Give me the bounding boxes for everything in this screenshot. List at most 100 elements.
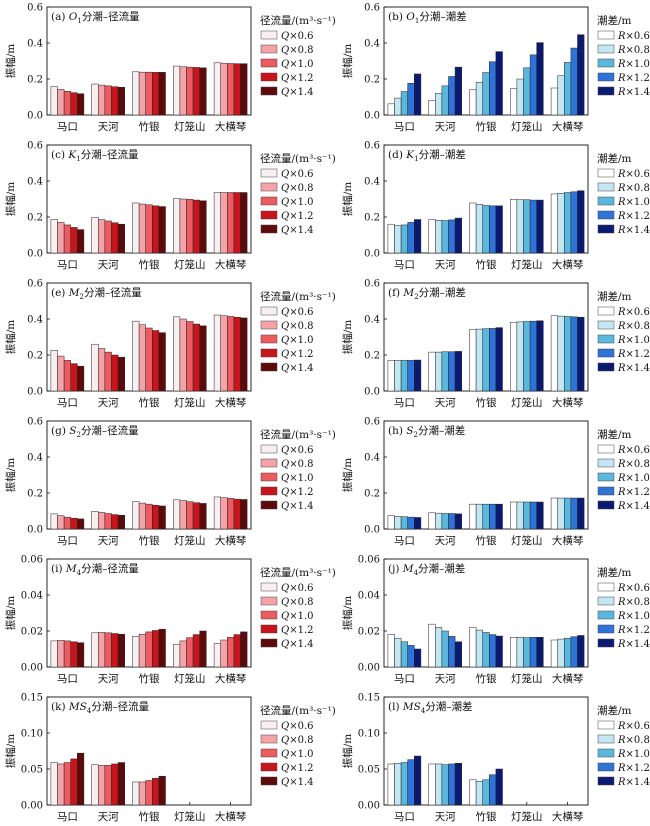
legend-prefix: R× <box>617 211 634 222</box>
bar <box>152 630 160 668</box>
legend-value: 0.8 <box>634 597 650 608</box>
bar <box>428 351 436 392</box>
x-tick-label: 灯笼山 <box>174 534 206 547</box>
y-tick-label: 0.4 <box>27 39 43 50</box>
bar <box>495 503 503 530</box>
y-tick-label: 0.15 <box>358 693 380 704</box>
title-symbol: M <box>68 287 80 299</box>
bar <box>469 89 477 116</box>
panel-b: 0.0 0.2 0.4 0.6 振幅/m 马口 天河 竹银 灯笼山 大横琴 (b) O1分潮–潮差 潮… <box>341 3 650 134</box>
bar <box>57 222 65 254</box>
legend-swatch <box>597 762 615 772</box>
title-symbol: K <box>67 149 77 161</box>
title-text: 分潮–径流量 <box>82 10 140 23</box>
legend-title: 潮差/m <box>597 566 632 579</box>
legend-title: 潮差/m <box>597 152 632 165</box>
x-tick-label: 灯笼山 <box>174 120 206 133</box>
legend-swatch <box>260 86 278 96</box>
x-tick-label: 灯笼山 <box>511 120 543 133</box>
legend-value: 1.2 <box>634 625 650 636</box>
title-symbol: S <box>69 425 76 437</box>
bar <box>152 504 160 530</box>
legend-prefix: R× <box>617 459 634 470</box>
x-tick-label: 竹银 <box>139 672 160 685</box>
bar <box>577 635 585 668</box>
bar <box>192 323 200 392</box>
y-tick-label: 0.00 <box>21 663 43 674</box>
legend-label: Q×0.6 <box>281 31 313 42</box>
bar <box>475 503 483 530</box>
legend-label: R×0.8 <box>617 183 650 194</box>
y-tick-label: 0.0 <box>364 111 380 122</box>
legend-swatch <box>597 30 615 40</box>
x-tick-label: 天河 <box>435 397 456 409</box>
y-axis-label: 振幅/m <box>4 182 17 217</box>
legend-prefix: Q× <box>281 211 298 222</box>
title-text: 分潮–潮差 <box>425 700 472 713</box>
panel-a: 0.0 0.2 0.4 0.6 振幅/m 马口 天河 竹银 灯笼山 大横琴 (a) O1分潮–径流量… <box>4 3 336 134</box>
bar <box>186 199 194 254</box>
legend-value: 1.0 <box>634 59 650 70</box>
legend-prefix: Q× <box>281 87 298 98</box>
legend-swatch <box>260 444 278 454</box>
bar <box>158 505 166 530</box>
bar <box>475 629 483 668</box>
x-tick-label: 大横琴 <box>552 258 584 271</box>
legend-value: 0.8 <box>298 183 314 194</box>
legend-swatch <box>260 334 278 344</box>
bar <box>186 321 194 392</box>
x-tick-label: 竹银 <box>476 534 497 547</box>
bar <box>414 755 422 806</box>
legend-value: 1.2 <box>634 763 650 774</box>
legend-swatch <box>260 362 278 372</box>
bar <box>510 321 518 392</box>
legend-swatch <box>597 334 615 344</box>
y-tick-label: 0.4 <box>364 453 380 464</box>
x-tick-label: 大横琴 <box>552 120 584 133</box>
bar <box>394 360 402 392</box>
bar <box>91 764 99 806</box>
legend-label: Q×1.4 <box>281 225 313 236</box>
bar <box>240 192 248 254</box>
legend-prefix: R× <box>617 363 634 374</box>
bar <box>387 633 395 668</box>
bar <box>495 635 503 668</box>
bar <box>387 360 395 392</box>
legend-swatch <box>597 486 615 496</box>
y-tick-label: 0.6 <box>364 141 380 152</box>
legend-label: Q×1.2 <box>281 487 313 498</box>
bar <box>441 85 449 116</box>
legend-label: Q×0.6 <box>281 583 313 594</box>
legend-value: 0.6 <box>634 31 650 42</box>
legend-prefix: Q× <box>281 777 298 788</box>
bar <box>482 72 490 116</box>
legend-prefix: R× <box>617 73 634 84</box>
bar <box>475 204 483 254</box>
y-axis-label: 振幅/m <box>341 596 354 631</box>
bar <box>482 779 490 806</box>
y-tick-label: 0.4 <box>27 315 43 326</box>
bar <box>111 633 119 668</box>
title-prefix: (a) <box>51 11 69 23</box>
bar <box>448 636 456 668</box>
bar <box>70 363 78 392</box>
legend-prefix: Q× <box>281 197 298 208</box>
bar <box>407 645 415 668</box>
legend-prefix: R× <box>617 321 634 332</box>
legend-prefix: R× <box>617 625 634 636</box>
bar <box>132 501 140 530</box>
legend-prefix: Q× <box>281 321 298 332</box>
legend-value: 0.8 <box>634 735 650 746</box>
bar <box>557 638 565 668</box>
bar <box>407 360 415 392</box>
legend-prefix: Q× <box>281 611 298 622</box>
title-subscript: 4 <box>87 707 92 715</box>
bar <box>70 92 78 116</box>
bar <box>213 643 221 668</box>
bar <box>495 205 503 254</box>
title-subscript: 1 <box>415 17 419 25</box>
legend-prefix: Q× <box>281 597 298 608</box>
legend-prefix: Q× <box>281 735 298 746</box>
bar <box>564 192 572 254</box>
bar <box>557 75 565 116</box>
